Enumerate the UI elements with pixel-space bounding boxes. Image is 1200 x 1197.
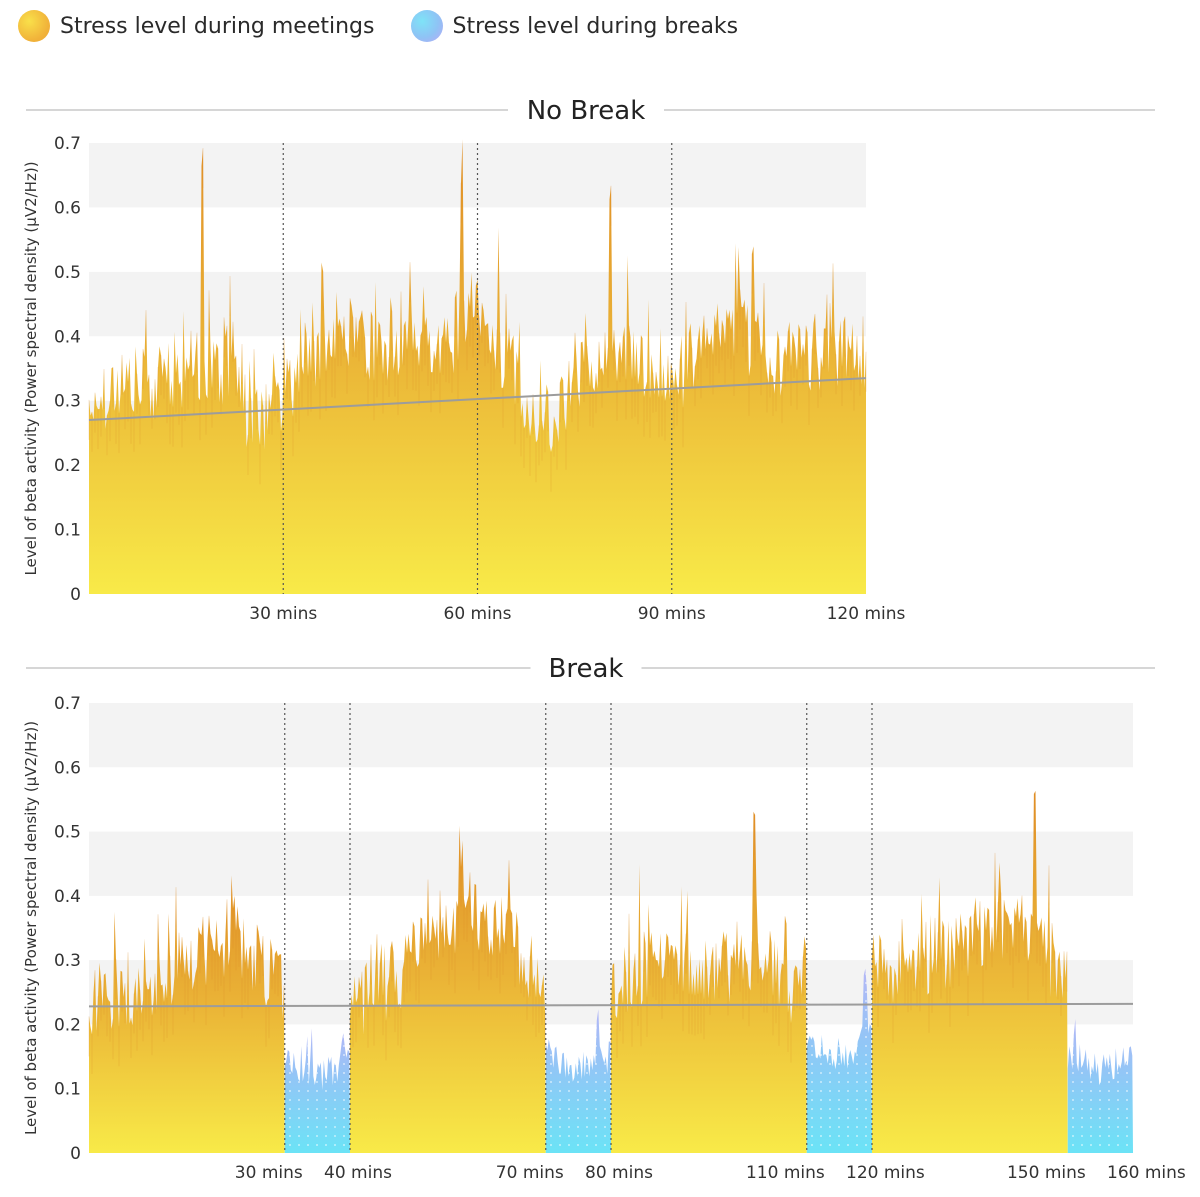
y-tick-label: 0.1 [54, 521, 81, 541]
chart-break: Break 0 0.1 0.2 0.3 0.4 0.5 0.6 0.7 Level of beta… [22, 654, 1186, 1183]
x-tick-label: 30 mins [235, 1163, 303, 1183]
y-tick-label: 0 [70, 585, 81, 605]
y-tick-label: 0 [70, 1144, 81, 1164]
y-tick-label: 0.4 [54, 887, 81, 907]
meeting-area [350, 825, 546, 1153]
y-tick-label: 0.2 [54, 456, 81, 476]
y-tick-label: 0.6 [54, 758, 81, 778]
meeting-area [611, 811, 807, 1153]
x-tick-label: 80 mins [585, 1163, 653, 1183]
break-segment [284, 1028, 350, 1153]
meeting-segment [349, 825, 546, 1153]
legend-item-breaks: Stress level during breaks [410, 10, 739, 42]
meetings-swatch-icon [18, 10, 50, 42]
meeting-texture [610, 814, 807, 1063]
grid-band [89, 143, 866, 208]
x-tick-label: 110 mins [746, 1163, 825, 1183]
meeting-area [89, 875, 285, 1153]
y-axis-label: Level of beta activity (Power spectral d… [22, 721, 40, 1135]
legend: Stress level during meetings Stress leve… [18, 10, 774, 42]
series-bars [88, 790, 1133, 1153]
legend-label-breaks: Stress level during breaks [452, 13, 739, 39]
y-tick-label: 0.2 [54, 1015, 81, 1035]
y-tick-label: 0.4 [54, 327, 81, 347]
meeting-area [872, 790, 1068, 1153]
meeting-texture [871, 793, 1068, 1043]
chart-title: No Break [527, 96, 646, 126]
y-tick-label: 0.3 [54, 951, 81, 971]
trend-line [88, 377, 867, 422]
x-tick-label: 60 mins [444, 604, 512, 624]
x-tick-label: 70 mins [496, 1163, 564, 1183]
chart-no-break: No Break 0 0.1 0.2 0.3 0.4 0.5 0.6 0.7 Level of b… [22, 96, 1155, 624]
break-segment [1067, 1019, 1133, 1153]
break-segment [545, 1009, 611, 1153]
y-tick-label: 0.7 [54, 134, 81, 154]
chart-title: Break [549, 654, 624, 684]
meeting-segment [88, 875, 285, 1153]
legend-label-meetings: Stress level during meetings [60, 13, 375, 39]
y-tick-label: 0.3 [54, 392, 81, 412]
break-area-dots [1067, 1019, 1133, 1153]
y-tick-label: 0.7 [54, 694, 81, 714]
break-segment [806, 968, 872, 1153]
trend-line [88, 1002, 1134, 1008]
meeting-segment [610, 811, 807, 1153]
break-area-dots [545, 1009, 611, 1153]
meeting-texture [349, 860, 546, 1061]
y-tick-label: 0.1 [54, 1080, 81, 1100]
x-tick-label: 40 mins [324, 1163, 392, 1183]
x-tick-label: 120 mins [846, 1163, 925, 1183]
y-tick-label: 0.6 [54, 198, 81, 218]
grid-band [89, 703, 1133, 768]
x-tick-label: 160 mins [1107, 1163, 1186, 1183]
x-tick-label: 30 mins [249, 604, 317, 624]
x-tick-label: 90 mins [638, 604, 706, 624]
break-area-dots [806, 968, 872, 1153]
y-axis-label: Level of beta activity (Power spectral d… [22, 161, 40, 575]
x-tick-label: 150 mins [1007, 1163, 1086, 1183]
meeting-segment [871, 790, 1068, 1153]
y-tick-label: 0.5 [54, 263, 81, 283]
meeting-texture [88, 887, 285, 1074]
x-tick-label: 120 mins [827, 604, 906, 624]
y-tick-label: 0.5 [54, 823, 81, 843]
breaks-swatch-icon [410, 10, 443, 42]
break-area-dots [284, 1028, 350, 1153]
meeting-area [89, 139, 866, 594]
legend-item-meetings: Stress level during meetings [18, 10, 375, 42]
